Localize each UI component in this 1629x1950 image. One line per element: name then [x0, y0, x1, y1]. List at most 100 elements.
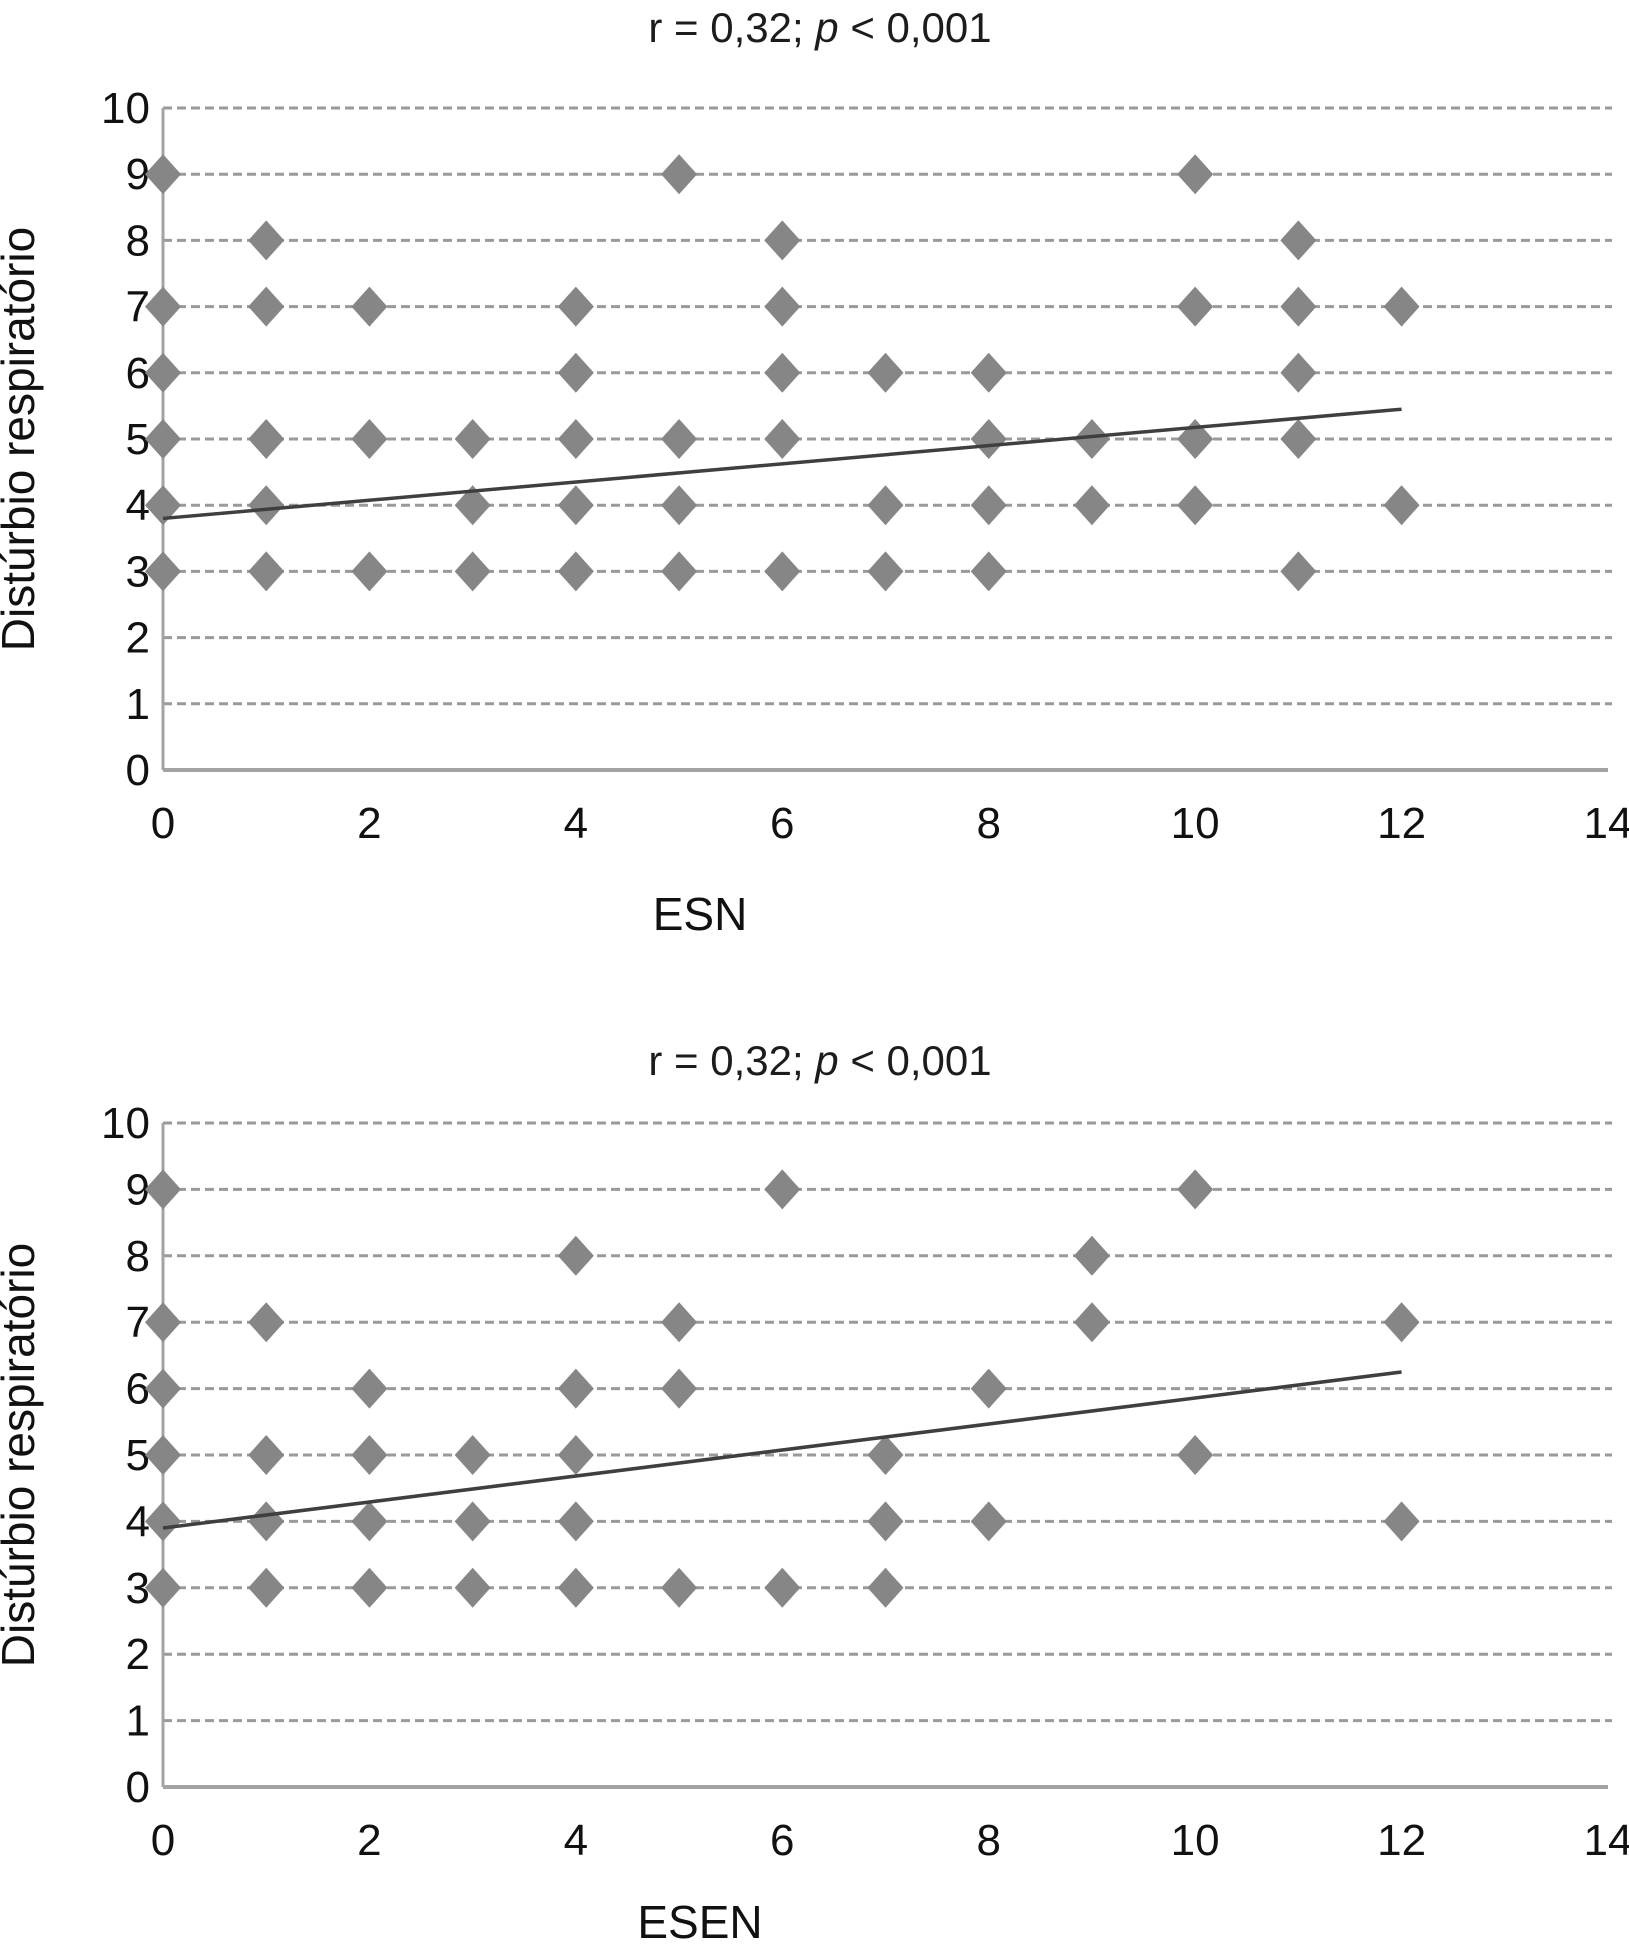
x-tick-label-14: 14	[1584, 1816, 1629, 1865]
data-point	[145, 1368, 181, 1409]
y-tick-label-8: 8	[126, 1232, 150, 1281]
chart-title-r-part: r = 0,32;	[648, 1037, 815, 1084]
x-tick-label-4: 4	[564, 799, 588, 848]
data-point	[1177, 286, 1214, 327]
data-point	[764, 286, 801, 327]
chart-title: r = 0,32; p < 0,001	[648, 1037, 991, 1084]
data-point	[1383, 1501, 1420, 1542]
y-tick-label-10: 10	[101, 84, 150, 133]
data-point	[1383, 286, 1420, 327]
data-point	[557, 419, 594, 459]
data-point	[145, 352, 181, 393]
x-tick-label-14: 14	[1584, 799, 1629, 848]
data-point	[454, 1501, 491, 1542]
data-point	[661, 485, 698, 526]
chart-title-p-symbol: p	[813, 4, 838, 51]
x-axis-title: ESEN	[637, 1896, 762, 1948]
y-tick-label-1: 1	[126, 1697, 150, 1746]
data-point	[557, 1368, 594, 1409]
data-point	[557, 286, 594, 327]
data-point	[557, 352, 594, 393]
x-tick-label-4: 4	[564, 1816, 588, 1865]
data-point	[970, 1368, 1007, 1409]
data-point	[1073, 485, 1110, 526]
x-tick-label-6: 6	[770, 799, 794, 848]
data-point	[145, 286, 181, 327]
y-tick-label-0: 0	[126, 746, 150, 795]
data-point	[1177, 154, 1214, 195]
data-point	[145, 154, 181, 195]
data-point	[557, 1435, 594, 1475]
data-point	[248, 1302, 285, 1343]
data-point	[764, 551, 801, 592]
data-point	[145, 1435, 181, 1475]
data-point	[970, 551, 1007, 592]
data-point	[1073, 419, 1110, 459]
data-point	[454, 551, 491, 592]
x-tick-label-8: 8	[976, 799, 1000, 848]
x-tick-label-0: 0	[151, 799, 175, 848]
data-point	[454, 1567, 491, 1608]
data-point	[557, 1501, 594, 1542]
data-point	[1383, 1302, 1420, 1343]
data-point	[248, 419, 285, 459]
data-point	[1280, 286, 1317, 327]
data-point	[970, 352, 1007, 393]
trend-line	[162, 407, 1402, 521]
data-point	[661, 154, 698, 195]
x-tick-label-12: 12	[1377, 1816, 1426, 1865]
data-point	[764, 1169, 801, 1210]
data-point	[145, 1302, 181, 1343]
data-point	[661, 1368, 698, 1409]
data-point	[764, 1567, 801, 1608]
data-point	[661, 551, 698, 592]
data-point	[248, 1501, 285, 1542]
data-point	[351, 551, 388, 592]
data-point	[1280, 352, 1317, 393]
chart-title-p-value: < 0,001	[839, 4, 992, 51]
y-tick-label-2: 2	[126, 1630, 150, 1679]
data-point	[867, 485, 904, 526]
data-point	[1280, 551, 1317, 592]
data-point	[867, 1567, 904, 1608]
data-point	[970, 1501, 1007, 1542]
data-point	[557, 1567, 594, 1608]
data-point	[351, 1567, 388, 1608]
data-point	[248, 220, 285, 261]
data-point	[1177, 1435, 1214, 1475]
data-point	[1177, 485, 1214, 526]
data-point	[1383, 485, 1420, 526]
data-point	[661, 1567, 698, 1608]
data-point	[248, 551, 285, 592]
y-tick-label-10: 10	[101, 1099, 150, 1148]
data-point	[248, 286, 285, 327]
data-point	[454, 419, 491, 459]
data-point	[351, 1501, 388, 1542]
data-point	[145, 485, 181, 526]
data-point	[867, 1435, 904, 1475]
y-tick-label-0: 0	[126, 1763, 150, 1812]
data-point	[970, 419, 1007, 459]
data-point	[454, 1435, 491, 1475]
data-point	[1073, 1302, 1110, 1343]
data-point	[1177, 1169, 1214, 1210]
data-point	[145, 551, 181, 592]
data-point	[145, 1169, 181, 1210]
data-point	[454, 485, 491, 526]
data-point	[764, 352, 801, 393]
y-axis-title: Distúrbio respiratório	[0, 1243, 44, 1667]
data-point	[1280, 419, 1317, 459]
data-point	[1073, 1235, 1110, 1276]
data-point	[1280, 220, 1317, 261]
data-point	[351, 419, 388, 459]
x-tick-label-10: 10	[1171, 799, 1220, 848]
data-point	[351, 1435, 388, 1475]
x-tick-label-12: 12	[1377, 799, 1426, 848]
data-point	[867, 1501, 904, 1542]
data-point	[867, 551, 904, 592]
data-point	[145, 1567, 181, 1608]
